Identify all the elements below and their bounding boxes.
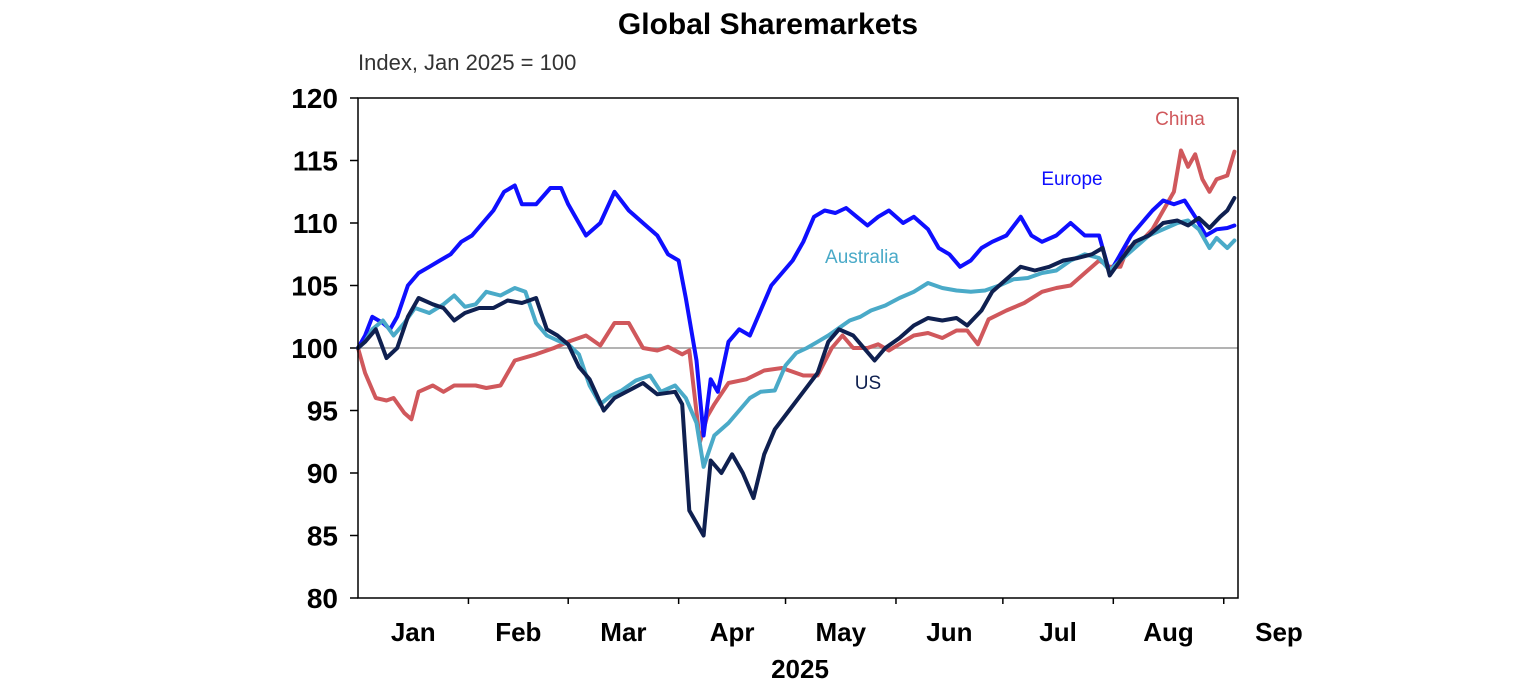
y-tick-label: 110 bbox=[293, 208, 338, 239]
y-tick-label: 120 bbox=[291, 83, 338, 114]
series-label-europe: Europe bbox=[1041, 169, 1102, 190]
x-tick-label: Aug bbox=[1143, 617, 1194, 647]
y-axis-ticks: 120 115 110 105 100 95 90 85 80 bbox=[291, 83, 358, 614]
x-tick-label: May bbox=[815, 617, 866, 647]
series-line-us bbox=[356, 196, 1237, 538]
x-tick-label: Jul bbox=[1039, 617, 1077, 647]
series-line-australia bbox=[356, 218, 1237, 469]
x-tick-label: Apr bbox=[710, 617, 755, 647]
series-lines bbox=[356, 148, 1237, 538]
y-tick-label: 105 bbox=[291, 271, 338, 302]
x-tick-label: Mar bbox=[600, 617, 646, 647]
x-tick-label: Sep bbox=[1255, 617, 1303, 647]
series-line-europe bbox=[356, 183, 1237, 438]
chart-subtitle: Index, Jan 2025 = 100 bbox=[358, 50, 576, 75]
x-tick-label: Feb bbox=[495, 617, 541, 647]
chart-title: Global Sharemarkets bbox=[618, 8, 918, 41]
x-tick-label: Jan bbox=[391, 617, 436, 647]
plot-area-frame bbox=[357, 97, 1239, 599]
y-tick-label: 115 bbox=[293, 146, 338, 177]
series-label-china: China bbox=[1155, 109, 1205, 130]
y-tick-label: 90 bbox=[307, 458, 338, 489]
y-tick-label: 95 bbox=[307, 396, 338, 427]
series-labels: China Europe Australia US bbox=[825, 109, 1205, 394]
y-tick-label: 80 bbox=[307, 583, 338, 614]
x-axis-ticks: Jan Feb Mar Apr May Jun Jul Aug Sep bbox=[391, 598, 1303, 647]
series-label-australia: Australia bbox=[825, 247, 899, 268]
y-tick-label: 85 bbox=[307, 521, 338, 552]
x-axis-year-label: 2025 bbox=[771, 654, 829, 680]
y-tick-label: 100 bbox=[291, 333, 338, 364]
x-tick-label: Jun bbox=[926, 617, 972, 647]
series-label-us: US bbox=[855, 373, 881, 394]
